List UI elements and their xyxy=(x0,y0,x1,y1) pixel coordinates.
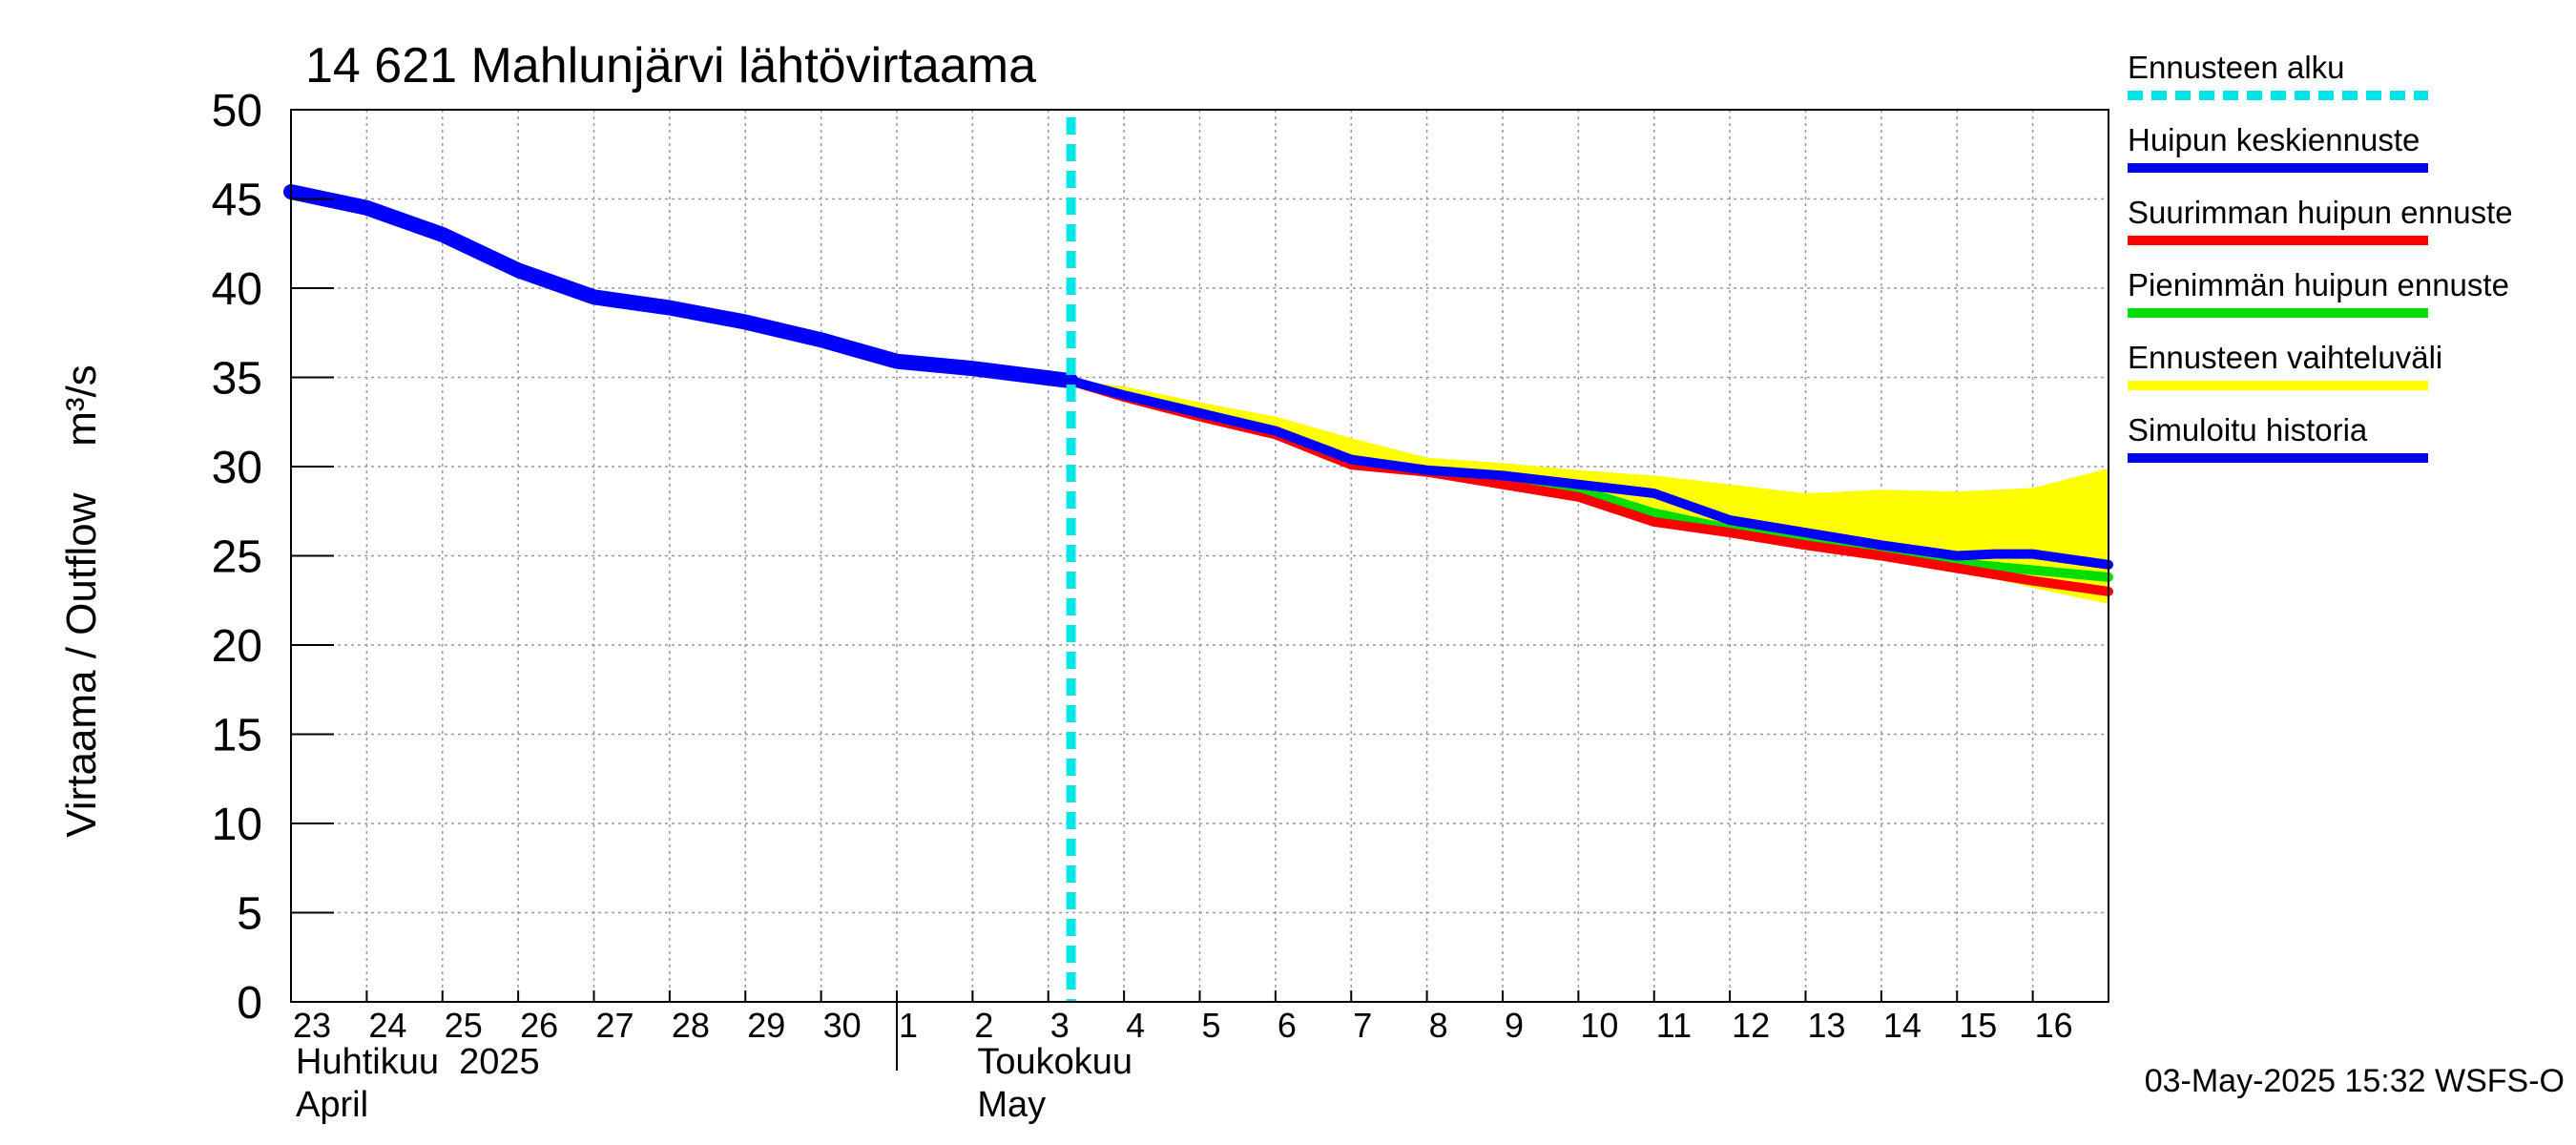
x-tick-label: 10 xyxy=(1580,1006,1618,1045)
x-tick-label: 23 xyxy=(293,1006,331,1045)
x-tick-label: 6 xyxy=(1278,1006,1297,1045)
x-tick-label: 28 xyxy=(672,1006,710,1045)
footer-timestamp: 03-May-2025 15:32 WSFS-O xyxy=(2145,1063,2565,1099)
month-label-fi: Toukokuu xyxy=(977,1042,1132,1082)
x-tick-label: 14 xyxy=(1883,1006,1922,1045)
legend-label: Simuloitu historia xyxy=(2128,412,2368,448)
y-tick-label: 35 xyxy=(212,354,262,405)
series-line-history xyxy=(283,184,1079,389)
x-tick-label: 13 xyxy=(1808,1006,1846,1045)
series-layer xyxy=(283,184,2113,596)
x-tick-label: 29 xyxy=(747,1006,785,1045)
y-tick-label: 15 xyxy=(212,711,262,761)
y-tick-label: 40 xyxy=(212,264,262,315)
x-tick-label: 7 xyxy=(1353,1006,1372,1045)
x-tick-label: 26 xyxy=(520,1006,558,1045)
x-tick-label: 27 xyxy=(596,1006,634,1045)
legend: Ennusteen alku Huipun keskiennuste Suurimm… xyxy=(2128,50,2513,463)
chart-title: 14 621 Mahlunjärvi lähtövirtaama xyxy=(305,38,1036,94)
y-tick-label: 0 xyxy=(237,978,262,1029)
y-tick-label: 25 xyxy=(212,532,262,583)
x-tick-label: 15 xyxy=(1959,1006,1997,1045)
x-tick-label: 2 xyxy=(974,1006,993,1045)
x-axis: 23 24 25 26 27 28 29 30 1 2 3 4 5 6 7 8 9 10 11 12 13 14 15 16 xyxy=(290,990,2109,1071)
legend-label: Ennusteen alku xyxy=(2128,50,2345,85)
y-tick-label: 20 xyxy=(212,621,262,672)
x-tick-label: 12 xyxy=(1732,1006,1770,1045)
x-tick-label: 24 xyxy=(368,1006,406,1045)
month-label-fi: Huhtikuu 2025 xyxy=(296,1042,540,1082)
legend-label: Ennusteen vaihteluväli xyxy=(2128,340,2442,375)
y-tick-label: 50 xyxy=(212,86,262,136)
legend-label: Pienimmän huipun ennuste xyxy=(2128,267,2509,302)
series-line-mean xyxy=(1066,376,2113,570)
x-tick-label: 8 xyxy=(1429,1006,1448,1045)
y-tick-label: 45 xyxy=(212,176,262,226)
x-tick-label: 9 xyxy=(1505,1006,1524,1045)
x-tick-label: 11 xyxy=(1656,1006,1692,1045)
gridlines xyxy=(291,110,2109,1002)
y-axis: 0 5 10 15 20 25 30 35 40 45 50 xyxy=(212,86,334,1029)
x-tick-label: 30 xyxy=(823,1006,862,1045)
month-label-en: April xyxy=(296,1085,368,1125)
x-tick-label: 1 xyxy=(899,1006,918,1045)
x-tick-label: 16 xyxy=(2035,1006,2073,1045)
x-tick-label: 5 xyxy=(1202,1006,1221,1045)
y-tick-label: 10 xyxy=(212,800,262,850)
y-axis-label: Virtaama / Outflow m³/s xyxy=(58,364,105,838)
y-tick-label: 5 xyxy=(237,889,262,940)
x-tick-label: 25 xyxy=(445,1006,483,1045)
legend-label: Suurimman huipun ennuste xyxy=(2128,195,2513,230)
month-label-en: May xyxy=(977,1085,1046,1125)
x-tick-label: 3 xyxy=(1050,1006,1070,1045)
x-tick-label: 4 xyxy=(1126,1006,1145,1045)
legend-label: Huipun keskiennuste xyxy=(2128,122,2420,157)
y-tick-label: 30 xyxy=(212,443,262,493)
